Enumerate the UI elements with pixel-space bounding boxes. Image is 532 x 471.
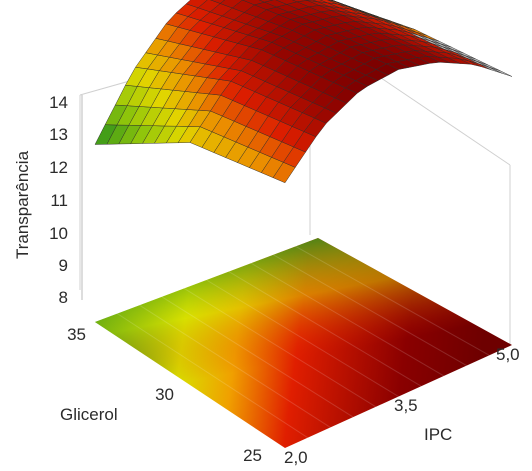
contour-base bbox=[95, 238, 512, 448]
contour-lines bbox=[117, 245, 490, 439]
surface-patch bbox=[258, 0, 274, 3]
contour-line bbox=[161, 296, 354, 418]
z-axis: 8 9 10 11 12 13 14 Transparência bbox=[13, 93, 83, 307]
z-tick-label: 9 bbox=[59, 256, 68, 275]
surface-patch bbox=[185, 0, 208, 9]
contour-line bbox=[273, 254, 467, 367]
z-tick-label: 11 bbox=[50, 191, 68, 210]
z-tick-label: 14 bbox=[49, 93, 68, 112]
response-surface bbox=[94, 0, 513, 184]
contour-line bbox=[206, 279, 399, 397]
z-tick-label: 10 bbox=[49, 224, 68, 243]
z-axis-title: Transparência bbox=[13, 150, 32, 259]
contour-line bbox=[139, 304, 331, 428]
x-axis-title: IPC bbox=[424, 425, 452, 444]
surface-patch bbox=[489, 67, 513, 77]
z-tick-label: 8 bbox=[59, 288, 68, 307]
contour-line bbox=[183, 287, 377, 408]
y-tick-label: 25 bbox=[243, 446, 262, 465]
y-tick-label: 35 bbox=[67, 325, 86, 344]
y-axis: 25 30 35 Glicerol bbox=[60, 325, 262, 465]
contour-line bbox=[228, 271, 422, 387]
surface-patch bbox=[219, 0, 243, 9]
y-axis-title: Glicerol bbox=[60, 405, 118, 424]
contour-line bbox=[295, 245, 490, 356]
contour-line bbox=[117, 313, 308, 439]
x-tick-label: 5,0 bbox=[496, 345, 520, 364]
z-tick-label: 12 bbox=[49, 158, 68, 177]
contour-line bbox=[250, 262, 445, 377]
x-axis: 2,0 3,5 5,0 IPC bbox=[284, 345, 520, 467]
z-tick-label: 13 bbox=[49, 125, 68, 144]
x-tick-label: 2,0 bbox=[284, 448, 308, 467]
x-tick-label: 3,5 bbox=[394, 396, 418, 415]
y-tick-label: 30 bbox=[155, 385, 174, 404]
